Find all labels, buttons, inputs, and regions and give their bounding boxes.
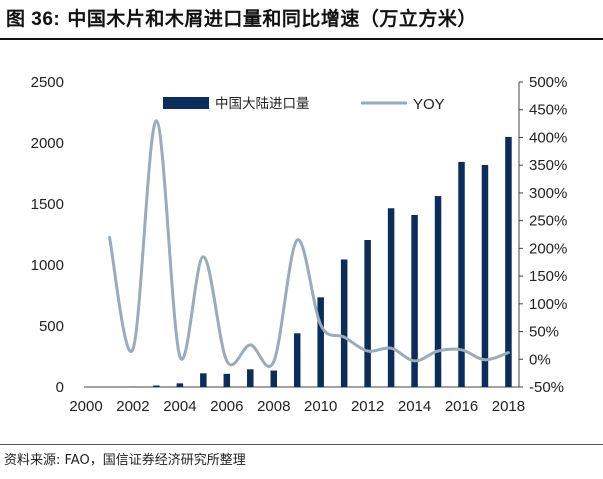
bar: [340, 259, 348, 387]
y-right-tick-label: 250%: [529, 213, 567, 230]
x-tick-label: 2000: [69, 398, 102, 415]
x-tick-label: 2002: [116, 398, 149, 415]
y-left-tick-label: 0: [56, 379, 64, 396]
bar: [270, 370, 278, 387]
figure-title: 图 36: 中国木片和木屑进口量和同比增速（万立方米）: [6, 4, 477, 31]
bar: [153, 385, 160, 387]
chart-area: 0 500 1000 1500 2000 2500 -50% 0% 50% 100% 150% 200…: [31, 74, 568, 415]
figure-number: 图 36:: [6, 9, 61, 30]
chart-axes: 0 500 1000 1500 2000 2500 -50% 0% 50% 100% 150% 200…: [31, 74, 568, 415]
x-tick-label: 2010: [304, 398, 337, 415]
legend-label-yoy: YOY: [413, 96, 445, 113]
x-tick-label: 2012: [351, 398, 384, 415]
yoy-line: [108, 119, 510, 368]
bar: [200, 373, 207, 387]
bar: [481, 164, 489, 387]
bar: [458, 161, 465, 387]
figure-title-text: 中国木片和木屑进口量和同比增速（万立方米）: [67, 8, 477, 30]
x-tick-label: 2006: [210, 398, 243, 415]
y-right-tick-label: 100%: [529, 296, 567, 313]
y-right-tick-label: 400%: [529, 129, 567, 146]
y-right-tick-label: 350%: [529, 157, 567, 174]
bar: [176, 383, 184, 387]
y-right-tick-label: -50%: [529, 379, 564, 396]
bar: [387, 208, 395, 387]
y-left-tick-label: 1500: [31, 196, 64, 213]
legend-swatch-bar: [163, 97, 209, 109]
x-tick-label: 2018: [492, 398, 525, 415]
bar: [411, 214, 418, 387]
y-left-tick-label: 1000: [31, 257, 64, 274]
chart-legend: 中国大陆进口量 YOY: [163, 96, 445, 113]
legend-label-import: 中国大陆进口量: [215, 96, 310, 112]
y-left-tick-label: 2000: [31, 135, 64, 152]
source-divider: [0, 444, 603, 445]
bar: [505, 136, 512, 387]
bar: [223, 373, 231, 387]
bar: [317, 297, 324, 387]
x-tick-label: 2008: [257, 398, 290, 415]
bar: [434, 196, 442, 387]
x-tick-label: 2014: [398, 398, 431, 415]
y-left-tick-label: 500: [39, 318, 64, 335]
title-divider: [0, 38, 603, 40]
y-right-tick-label: 0%: [529, 351, 551, 368]
line-series: [108, 119, 510, 368]
bar: [293, 333, 301, 387]
x-tick-label: 2004: [163, 398, 196, 415]
bar: [364, 239, 371, 387]
x-tick-label: 2016: [445, 398, 478, 415]
bar-series: [129, 136, 512, 387]
y-right-tick-label: 300%: [529, 185, 567, 202]
bar: [247, 369, 254, 387]
y-left-tick-label: 2500: [31, 74, 64, 91]
y-right-tick-label: 50%: [529, 324, 559, 341]
y-right-tick-label: 450%: [529, 102, 567, 119]
y-right-tick-label: 500%: [529, 74, 567, 91]
y-right-tick-label: 200%: [529, 240, 567, 257]
y-right-tick-label: 150%: [529, 268, 567, 285]
source-note: 资料来源: FAO，国信证券经济研究所整理: [4, 453, 246, 468]
